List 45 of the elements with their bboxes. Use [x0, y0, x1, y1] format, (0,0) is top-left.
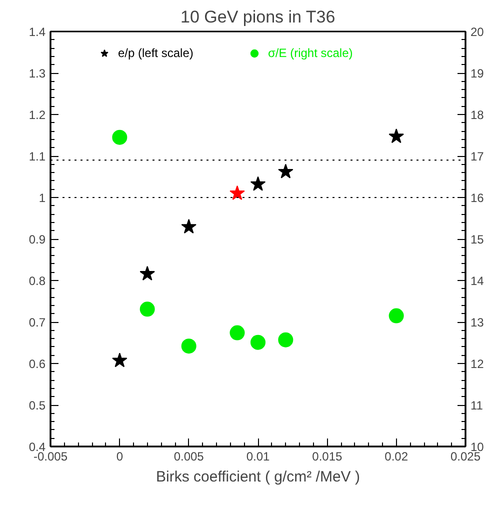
y-tick-label: 1.3 [28, 66, 46, 80]
y-tick-label: 1.1 [28, 150, 46, 164]
y-tick-label: 0.9 [28, 232, 46, 246]
x-tick-label: 0.005 [174, 450, 204, 464]
point [230, 325, 245, 340]
y-tick-label: 0.7 [28, 316, 46, 330]
point [230, 185, 245, 200]
x-tick-label: 0.01 [246, 450, 270, 464]
legend-label: e/p (left scale) [118, 46, 194, 60]
legend-label: σ/E (right scale) [268, 46, 353, 60]
point [140, 302, 155, 317]
point [388, 308, 404, 324]
y-tick-label: 1.2 [28, 108, 46, 122]
y2-tick-label: 14 [470, 274, 484, 288]
y2-tick-label: 18 [470, 108, 484, 122]
y-tick-label: 0.5 [28, 398, 46, 412]
y2-tick-label: 19 [470, 66, 484, 80]
point [140, 266, 155, 280]
y-tick-label: 0.6 [28, 357, 46, 371]
point [250, 176, 266, 191]
x-tick-label: 0.025 [450, 450, 481, 464]
point [181, 338, 196, 354]
y2-tick-label: 12 [470, 357, 484, 371]
chart-title: 10 GeV pions in T36 [180, 8, 336, 26]
point [278, 164, 294, 178]
x-axis-title: Birks coefficient ( g/cm² /MeV ) [156, 468, 360, 486]
y2-tick-label: 13 [470, 316, 484, 330]
point [250, 334, 266, 350]
point [181, 218, 196, 234]
y2-tick-label: 15 [470, 232, 484, 246]
y-tick-label: 1 [38, 191, 46, 205]
y2-tick-label: 16 [470, 191, 484, 205]
point [112, 130, 128, 145]
x-tick-label: 0.02 [384, 450, 408, 464]
y-tick-label: 1.4 [28, 25, 46, 39]
y2-tick-label: 11 [470, 398, 484, 412]
y-tick-label: 0.8 [28, 274, 46, 288]
y2-tick-label: 20 [470, 25, 484, 39]
x-tick-label: -0.005 [33, 450, 68, 464]
point [388, 128, 404, 144]
x-tick-label: 0.015 [312, 450, 343, 464]
point [112, 352, 128, 368]
x-tick-label: 0 [116, 450, 124, 464]
y2-tick-label: 17 [470, 150, 484, 164]
point [278, 332, 294, 348]
